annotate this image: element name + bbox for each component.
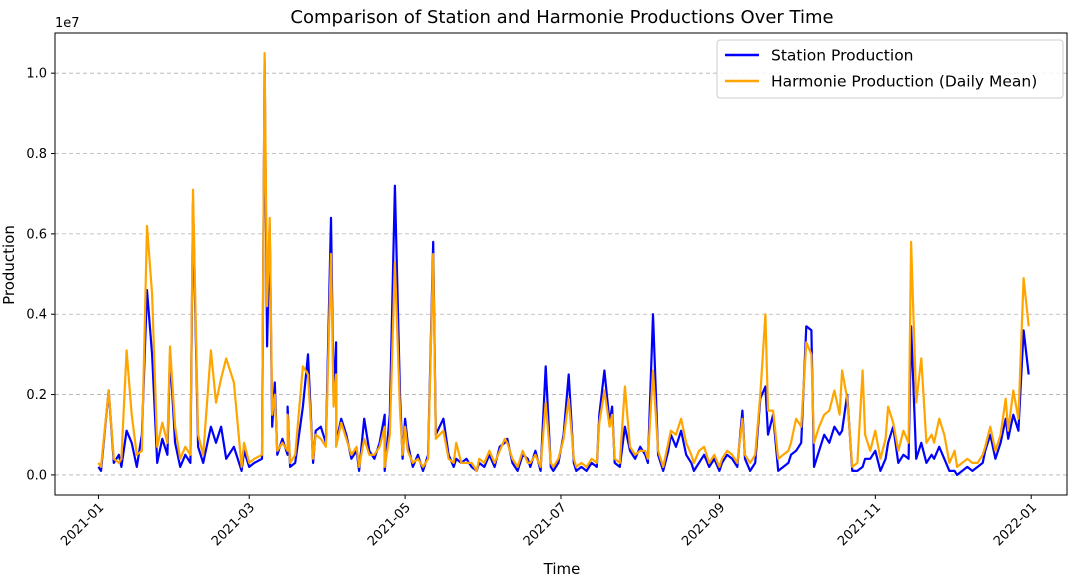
series-layer [97, 51, 1030, 476]
y-tick-label: 0.4 [26, 308, 47, 323]
y-axis-label: Production [0, 225, 18, 305]
chart-title: Comparison of Station and Harmonie Produ… [290, 7, 833, 28]
y-tick-label: 1.0 [26, 67, 47, 82]
x-tick-label: 2021-09 [679, 500, 728, 549]
y-tick-label: 0.8 [26, 147, 47, 162]
legend: Station Production Harmonie Production (D… [716, 39, 1064, 99]
x-tick-label: 2021-03 [209, 500, 258, 549]
x-tick-label: 2021-05 [365, 500, 414, 549]
x-axis-ticks: 2021-01 2021-03 2021-05 2021-07 2021-09 2021-… [58, 495, 1040, 549]
series-line [97, 51, 1030, 472]
legend-entry-label: Station Production [771, 47, 914, 65]
x-tick-label: 2022-01 [991, 500, 1040, 549]
x-axis-label: Time [543, 560, 581, 576]
y-tick-label: 0.2 [26, 388, 47, 403]
y-tick-label: 0.6 [26, 227, 47, 242]
series-line [97, 59, 1030, 476]
x-tick-label: 2021-11 [835, 500, 884, 549]
x-tick-label: 2021-07 [521, 500, 570, 549]
y-gridlines [55, 72, 1067, 476]
legend-entry-label: Harmonie Production (Daily Mean) [771, 73, 1037, 91]
y-tick-label: 0.0 [26, 468, 47, 483]
y-offset-label: 1e7 [55, 16, 80, 31]
legend-box [716, 39, 1064, 99]
y-axis-ticks: 0.0 0.2 0.4 0.6 0.8 1.0 [26, 67, 55, 483]
x-tick-label: 2021-01 [58, 500, 107, 549]
